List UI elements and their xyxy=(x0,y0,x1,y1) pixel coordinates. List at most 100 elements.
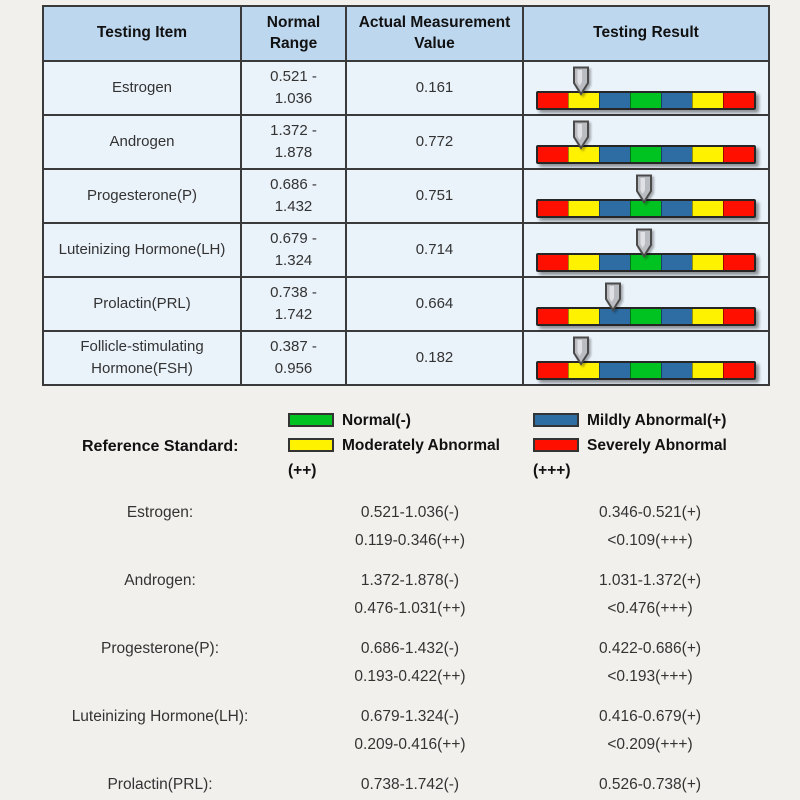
scale-segment-red xyxy=(723,363,754,378)
scale-segment-red xyxy=(723,309,754,324)
legend-item-normal: Normal(-) xyxy=(288,408,520,433)
legend-label: Moderately Abnormal (++) xyxy=(288,437,500,479)
result-scale xyxy=(536,120,756,166)
result-scale-bar xyxy=(536,145,756,164)
scale-segment-yellow xyxy=(692,309,723,324)
testing-item-cell: Androgen xyxy=(42,114,242,170)
scale-segment-green xyxy=(630,93,661,108)
result-scale xyxy=(536,174,756,220)
reference-entry-androgen: Androgen: 1.372-1.878(-) 1.031-1.372(+) … xyxy=(30,567,770,623)
scale-segment-yellow xyxy=(568,255,599,270)
scale-segment-blue xyxy=(599,255,630,270)
testing-result-cell xyxy=(522,222,770,278)
scale-segment-blue xyxy=(599,201,630,216)
scale-segment-yellow xyxy=(568,93,599,108)
reference-standard-label: Reference Standard: xyxy=(82,438,239,455)
legend-swatch-blue-icon xyxy=(533,413,579,427)
reference-row: 0.476-1.031(++) <0.476(+++) xyxy=(30,595,770,623)
result-arrow-icon xyxy=(573,66,590,96)
entry-moderate-range: 0.193-0.422(++) xyxy=(354,668,466,685)
scale-segment-green xyxy=(630,363,661,378)
result-arrow-icon xyxy=(605,282,621,312)
normal-range-cell: 1.372 - 1.878 xyxy=(240,114,347,170)
scale-segment-blue xyxy=(599,93,630,108)
scale-segment-blue xyxy=(599,363,630,378)
scale-segment-green xyxy=(630,309,661,324)
scale-segment-blue xyxy=(661,255,692,270)
reference-row: Androgen: 1.372-1.878(-) 1.031-1.372(+) xyxy=(30,567,770,595)
legend-item-mildly-abnormal: Mildly Abnormal(+) xyxy=(533,408,765,433)
scale-segment-red xyxy=(723,93,754,108)
result-scale-bar xyxy=(536,307,756,326)
reference-entry-progesterone: Progesterone(P): 0.686-1.432(-) 0.422-0.… xyxy=(30,635,770,691)
entry-moderate-range: 0.476-1.031(++) xyxy=(354,600,466,617)
scale-segment-red xyxy=(538,255,568,270)
results-table: Testing Item Normal Range Actual Measure… xyxy=(42,5,770,386)
entry-mild-range: 0.346-0.521(+) xyxy=(598,504,702,521)
entry-label: Luteinizing Hormone(LH): xyxy=(71,708,249,725)
result-arrow-icon xyxy=(635,174,652,204)
scale-segment-red xyxy=(538,363,568,378)
testing-result-cell xyxy=(522,276,770,332)
entry-severe-range: <0.209(+++) xyxy=(607,736,693,753)
scale-segment-yellow xyxy=(692,147,723,162)
scale-segment-yellow xyxy=(568,201,599,216)
reference-row: Prolactin(PRL): 0.738-1.742(-) 0.526-0.7… xyxy=(30,771,770,799)
header-row: Testing Item Normal Range Actual Measure… xyxy=(42,5,770,62)
testing-item-cell: Prolactin(PRL) xyxy=(42,276,242,332)
scale-segment-blue xyxy=(661,309,692,324)
reference-row: 0.209-0.416(++) <0.209(+++) xyxy=(30,731,770,759)
result-scale-bar xyxy=(536,253,756,272)
actual-value-cell: 0.772 xyxy=(345,114,524,170)
entry-normal-range: 0.686-1.432(-) xyxy=(360,640,460,657)
table-row: Prolactin(PRL) 0.738 - 1.742 0.664 xyxy=(42,276,770,332)
legend-item-severely-abnormal: Severely Abnormal (+++) xyxy=(533,433,765,483)
entry-label: Prolactin(PRL): xyxy=(107,776,213,793)
normal-range-cell: 0.679 - 1.324 xyxy=(240,222,347,278)
reference-row: 0.119-0.346(++) <0.109(+++) xyxy=(30,527,770,555)
scale-segment-blue xyxy=(599,309,630,324)
entry-normal-range: 0.521-1.036(-) xyxy=(360,504,460,521)
table-row: Luteinizing Hormone(LH) 0.679 - 1.324 0.… xyxy=(42,222,770,278)
table-row: Estrogen 0.521 - 1.036 0.161 xyxy=(42,60,770,116)
entry-moderate-range: 0.119-0.346(++) xyxy=(354,532,465,549)
scale-segment-green xyxy=(630,147,661,162)
testing-item-cell: Progesterone(P) xyxy=(42,168,242,224)
entry-normal-range: 0.738-1.742(-) xyxy=(360,776,460,793)
reference-entry-prolactin: Prolactin(PRL): 0.738-1.742(-) 0.526-0.7… xyxy=(30,771,770,799)
result-scale xyxy=(536,282,756,328)
legend-swatch-green-icon xyxy=(288,413,334,427)
legend-swatch-yellow-icon xyxy=(288,438,334,452)
scale-segment-red xyxy=(723,147,754,162)
entry-label: Estrogen: xyxy=(126,504,194,521)
entry-moderate-range: 0.209-0.416(++) xyxy=(354,736,466,753)
scale-segment-red xyxy=(538,201,568,216)
entry-normal-range: 0.679-1.324(-) xyxy=(360,708,460,725)
entry-mild-range: 1.031-1.372(+) xyxy=(598,572,702,589)
result-scale xyxy=(536,336,756,382)
scale-segment-red xyxy=(538,309,568,324)
entry-severe-range: <0.193(+++) xyxy=(607,668,693,685)
entry-severe-range: <0.109(+++) xyxy=(607,532,693,549)
normal-range-cell: 0.738 - 1.742 xyxy=(240,276,347,332)
reference-row: 0.193-0.422(++) <0.193(+++) xyxy=(30,663,770,691)
testing-item-cell: Follicle-stimulating Hormone(FSH) xyxy=(42,330,242,386)
column-header-actual-value: Actual Measurement Value xyxy=(345,5,524,62)
scale-segment-blue xyxy=(661,363,692,378)
entry-severe-range: <0.476(+++) xyxy=(607,600,693,617)
scale-segment-yellow xyxy=(692,255,723,270)
table-row: Progesterone(P) 0.686 - 1.432 0.751 xyxy=(42,168,770,224)
actual-value-cell: 0.751 xyxy=(345,168,524,224)
reference-entry-luteinizing-hormone: Luteinizing Hormone(LH): 0.679-1.324(-) … xyxy=(30,703,770,759)
testing-result-cell xyxy=(522,60,770,116)
result-scale xyxy=(536,66,756,112)
column-header-testing-item: Testing Item xyxy=(42,5,242,62)
scale-segment-green xyxy=(630,255,661,270)
reference-ranges-list: Estrogen: 0.521-1.036(-) 0.346-0.521(+) … xyxy=(30,499,770,800)
scale-segment-yellow xyxy=(692,93,723,108)
normal-range-cell: 0.521 - 1.036 xyxy=(240,60,347,116)
legend: Normal(-) Mildly Abnormal(+) Moderately … xyxy=(288,408,776,483)
testing-result-cell xyxy=(522,114,770,170)
actual-value-cell: 0.714 xyxy=(345,222,524,278)
scale-segment-blue xyxy=(661,201,692,216)
